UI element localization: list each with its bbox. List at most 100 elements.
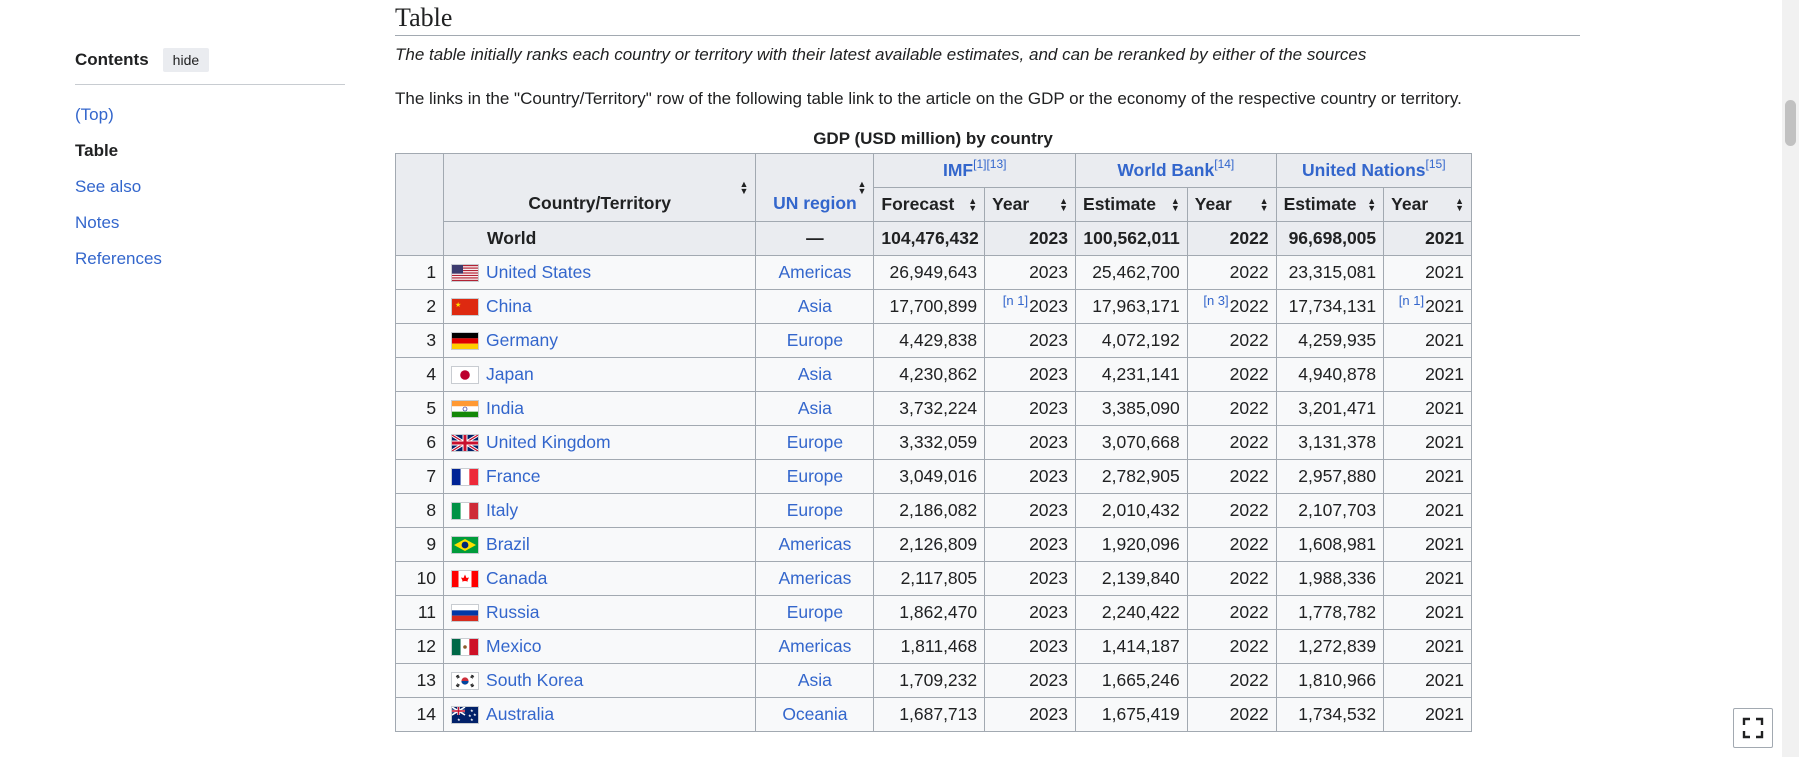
region-link[interactable]: Europe (786, 330, 844, 350)
toc-item[interactable]: See also (75, 177, 142, 196)
un-value-cell: 1,608,981 (1275, 527, 1385, 562)
country-link[interactable]: Germany (486, 330, 559, 350)
table-row: 4 Japan Asia 4,230,862 2023 4,231,141 2022 4,94… (394, 357, 1472, 392)
region-link[interactable]: Americas (778, 636, 852, 656)
de-flag-icon[interactable] (451, 332, 480, 351)
imf-forecast-header[interactable]: Forecast ▲ ▼ (873, 187, 986, 222)
region-link[interactable]: Asia (797, 364, 832, 384)
wb-year-header[interactable]: Year ▲ ▼ (1186, 187, 1277, 222)
toc-hide-button[interactable]: hide (162, 48, 210, 72)
imf-year-cell: 2023 (984, 527, 1077, 562)
world-bank-link[interactable]: World Bank (1117, 160, 1215, 180)
region-link[interactable]: Americas (778, 568, 852, 588)
un-value: 1,810,966 (1298, 670, 1377, 690)
region-link[interactable]: Asia (797, 670, 832, 690)
country-link[interactable]: Canada (486, 568, 548, 588)
region-link[interactable]: Americas (778, 262, 852, 282)
header-row-subcolumns: Forecast ▲ ▼ Year ▲ ▼ Estimate ▲ ▼ Year ▲ ▼ Esti… (396, 187, 1472, 222)
imf-link[interactable]: IMF (942, 160, 974, 180)
imf-year-header[interactable]: Year ▲ ▼ (984, 187, 1077, 222)
world-bank-refs[interactable]: [14] (1214, 157, 1235, 171)
un-estimate-header[interactable]: Estimate ▲ ▼ (1275, 187, 1385, 222)
scrollbar-thumb[interactable] (1785, 100, 1796, 146)
jp-flag-icon[interactable] (451, 366, 480, 385)
fullscreen-button[interactable] (1733, 708, 1773, 748)
country-link[interactable]: United States (486, 262, 592, 282)
fr-flag-icon[interactable] (451, 468, 480, 487)
region-link[interactable]: Asia (797, 398, 832, 418)
toc-item[interactable]: Notes (75, 213, 120, 232)
sort-icon[interactable]: ▲ ▼ (1455, 195, 1464, 213)
country-link[interactable]: India (486, 398, 524, 418)
kr-flag-icon[interactable] (451, 672, 480, 691)
toc-item[interactable]: (Top) (75, 105, 114, 124)
imf-year-cell: 2023 (984, 425, 1077, 460)
svg-text:★: ★ (468, 713, 472, 718)
country-link[interactable]: Russia (486, 602, 540, 622)
region-link[interactable]: Europe (786, 432, 844, 452)
wb-value: 4,072,192 (1101, 330, 1180, 350)
country-link[interactable]: South Korea (486, 670, 584, 690)
country-link[interactable]: Australia (486, 704, 555, 724)
country-link[interactable]: China (486, 296, 532, 316)
world-label: World (443, 221, 757, 256)
sort-icon[interactable]: ▲ ▼ (857, 178, 867, 196)
sort-icon[interactable]: ▲ ▼ (1259, 195, 1269, 213)
it-flag-icon[interactable] (451, 502, 480, 521)
sort-icon[interactable]: ▲ ▼ (1170, 195, 1180, 213)
region-cell: Asia (755, 663, 875, 698)
sort-icon[interactable]: ▲ ▼ (1367, 195, 1377, 213)
imf-value-cell: 3,732,224 (873, 391, 986, 426)
region-link[interactable]: Europe (786, 602, 844, 622)
un-value-cell: 23,315,081 (1275, 255, 1385, 290)
region-link[interactable]: Oceania (782, 704, 848, 724)
un-year-header[interactable]: Year ▲ ▼ (1383, 187, 1472, 222)
region-link[interactable]: Asia (797, 296, 832, 316)
gb-flag-icon[interactable] (451, 434, 480, 453)
rank-value: 5 (426, 398, 437, 418)
un-refs[interactable]: [15] (1425, 157, 1446, 171)
in-flag-icon[interactable] (451, 400, 480, 419)
cn-flag-icon[interactable]: ★ (451, 298, 480, 317)
region-link[interactable]: Americas (778, 534, 852, 554)
imf-note[interactable]: [n 1] (1002, 293, 1029, 308)
wb-value-cell: 4,072,192 (1075, 323, 1188, 358)
rank-value: 7 (426, 466, 437, 486)
wb-year-cell: 2022 (1186, 255, 1277, 290)
us-flag-icon[interactable] (451, 264, 480, 283)
country-link[interactable]: France (486, 466, 541, 486)
country-link[interactable]: Mexico (486, 636, 542, 656)
wb-value-cell: 2,240,422 (1075, 595, 1188, 630)
un-link[interactable]: United Nations (1302, 160, 1426, 180)
country-link[interactable]: Italy (486, 500, 519, 520)
imf-refs[interactable]: [1][13] (973, 157, 1007, 171)
toc-item[interactable]: Table (75, 141, 119, 160)
ru-flag-icon[interactable] (451, 604, 480, 623)
un-value: 2,957,880 (1298, 466, 1377, 486)
wb-estimate-header[interactable]: Estimate ▲ ▼ (1075, 187, 1188, 222)
region-link[interactable]: Europe (786, 466, 844, 486)
sort-icon[interactable]: ▲ ▼ (739, 178, 749, 196)
toc-item[interactable]: References (75, 249, 162, 268)
country-cell: Russia (443, 595, 757, 630)
un-note[interactable]: [n 1] (1398, 293, 1425, 308)
imf-value: 1,862,470 (899, 602, 978, 622)
region-link[interactable]: Europe (786, 500, 844, 520)
country-header[interactable]: Country/Territory ▲ ▼ (443, 153, 757, 222)
sort-icon[interactable]: ▲ ▼ (1059, 195, 1069, 213)
un-year-label: Year (1391, 194, 1429, 214)
au-flag-icon[interactable]: ★ ★ ★ ★ ★ (451, 706, 480, 725)
wb-value: 1,675,419 (1101, 704, 1180, 724)
br-flag-icon[interactable] (451, 536, 480, 555)
country-link[interactable]: Japan (486, 364, 534, 384)
region-header[interactable]: UN region ▲ ▼ (755, 153, 875, 222)
sort-icon[interactable]: ▲ ▼ (968, 195, 978, 213)
page-scrollbar[interactable] (1782, 0, 1799, 757)
country-link[interactable]: Brazil (486, 534, 530, 554)
country-link[interactable]: United Kingdom (486, 432, 611, 452)
table-row: 13 South Korea Asia 1,709,232 2023 1,665,246 2… (394, 663, 1472, 698)
wb-note[interactable]: [n 3] (1203, 293, 1229, 308)
ca-flag-icon[interactable] (451, 570, 480, 589)
region-header-link[interactable]: UN region (773, 193, 857, 213)
mx-flag-icon[interactable] (451, 638, 480, 657)
